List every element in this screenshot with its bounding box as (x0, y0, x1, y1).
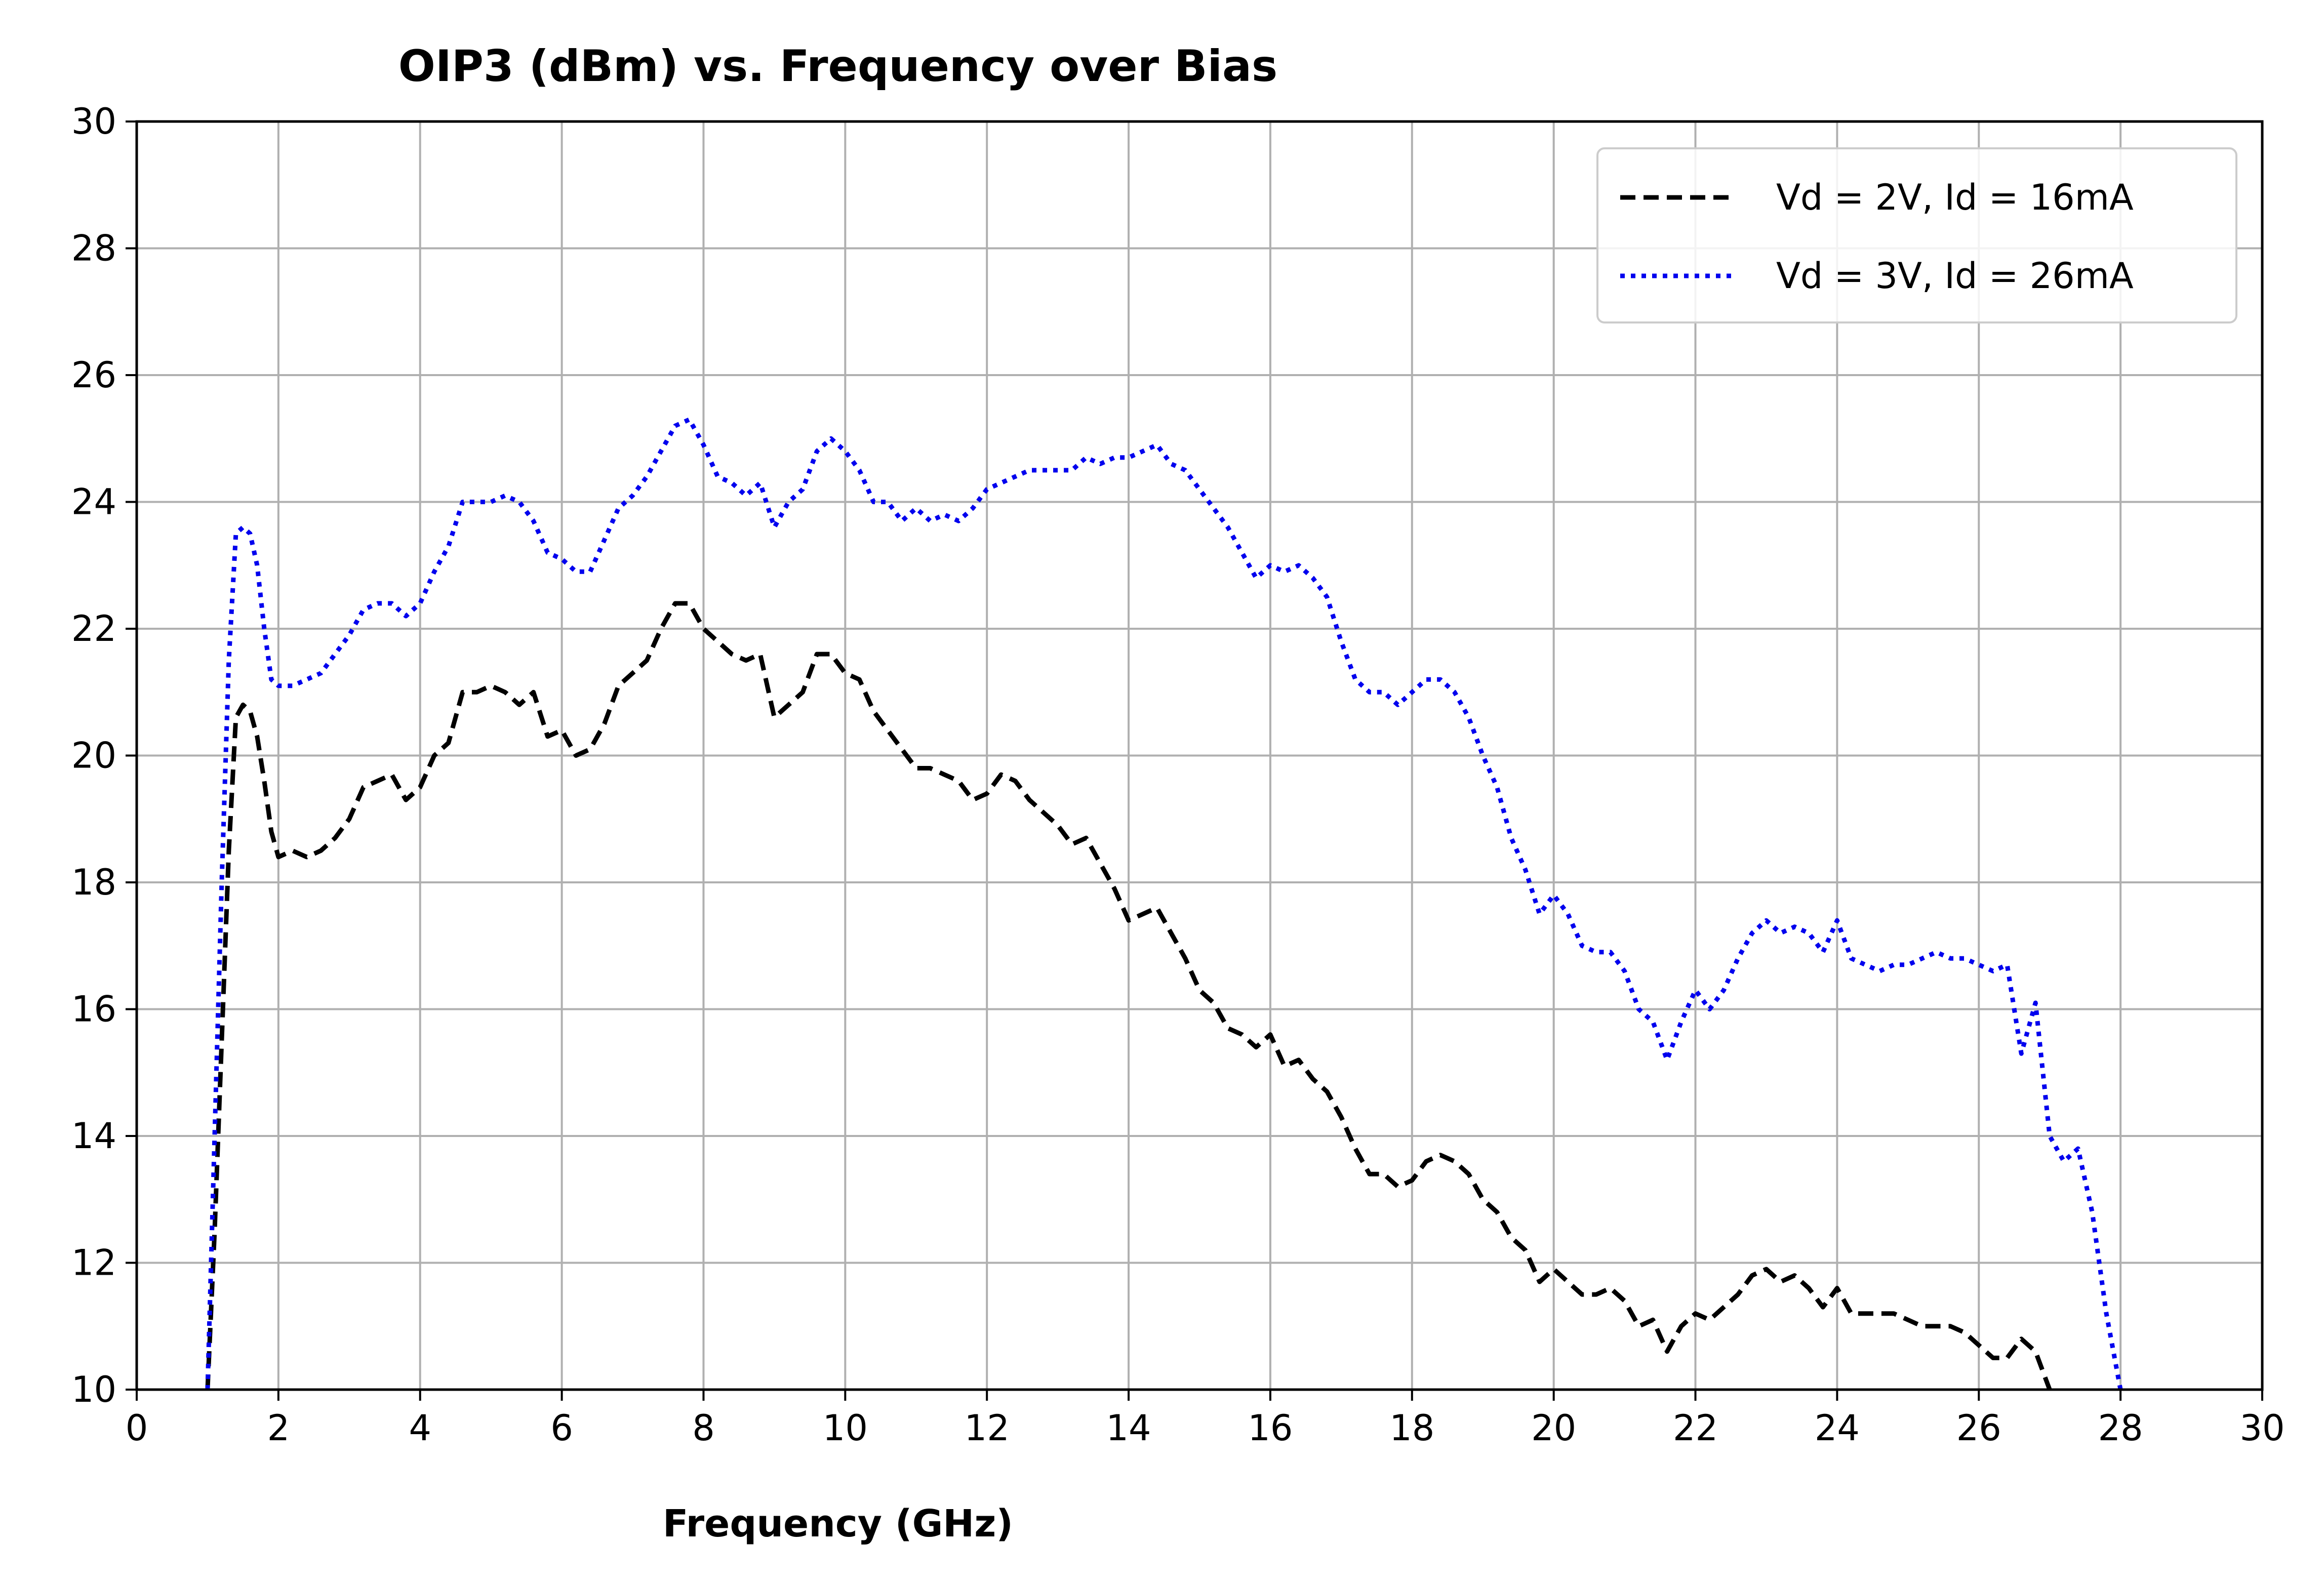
x-tick-label: 20 (1531, 1407, 1576, 1449)
x-tick-label: 0 (126, 1407, 148, 1449)
y-tick-label: 24 (71, 481, 116, 523)
x-tick-label: 28 (2098, 1407, 2143, 1449)
legend: Vd = 2V, Id = 16mA Vd = 3V, Id = 26mA (1596, 147, 2237, 323)
y-tick-label: 16 (71, 989, 116, 1030)
chart-title: OIP3 (dBm) vs. Frequency over Bias (398, 41, 1277, 92)
y-tick-label: 30 (71, 101, 116, 142)
y-tick-label: 18 (71, 862, 116, 903)
y-tick-label: 22 (71, 608, 116, 649)
y-tick-label: 14 (71, 1115, 116, 1157)
x-tick-label: 26 (1956, 1407, 2001, 1449)
x-tick-label: 4 (409, 1407, 431, 1449)
x-tick-label: 2 (267, 1407, 290, 1449)
y-tick-label: 10 (71, 1369, 116, 1410)
x-tick-label: 10 (823, 1407, 868, 1449)
y-tick-label: 26 (71, 354, 116, 396)
y-tick-label: 20 (71, 735, 116, 777)
y-tick-label: 28 (71, 228, 116, 269)
legend-box (1596, 147, 2237, 323)
series-layer (205, 417, 2123, 1391)
series-line-1 (205, 601, 2052, 1391)
x-tick-label: 18 (1389, 1407, 1434, 1449)
legend-label-1: Vd = 2V, Id = 16mA (1776, 177, 2134, 218)
x-axis-ticks: 0 2 4 6 8 10 12 14 16 18 20 22 24 26 28 30 (126, 1390, 2285, 1449)
legend-label-2: Vd = 3V, Id = 26mA (1776, 255, 2134, 297)
x-tick-label: 22 (1673, 1407, 1718, 1449)
y-axis-ticks: 10 12 14 16 18 20 22 24 26 28 30 (71, 101, 137, 1410)
x-tick-label: 6 (550, 1407, 573, 1449)
x-tick-label: 12 (965, 1407, 1010, 1449)
x-tick-label: 30 (2239, 1407, 2285, 1449)
y-tick-label: 12 (71, 1242, 116, 1284)
x-tick-label: 16 (1248, 1407, 1293, 1449)
x-axis-label: Frequency (GHz) (663, 1502, 1013, 1546)
x-tick-label: 8 (692, 1407, 715, 1449)
x-tick-label: 14 (1106, 1407, 1151, 1449)
x-tick-label: 24 (1815, 1407, 1860, 1449)
